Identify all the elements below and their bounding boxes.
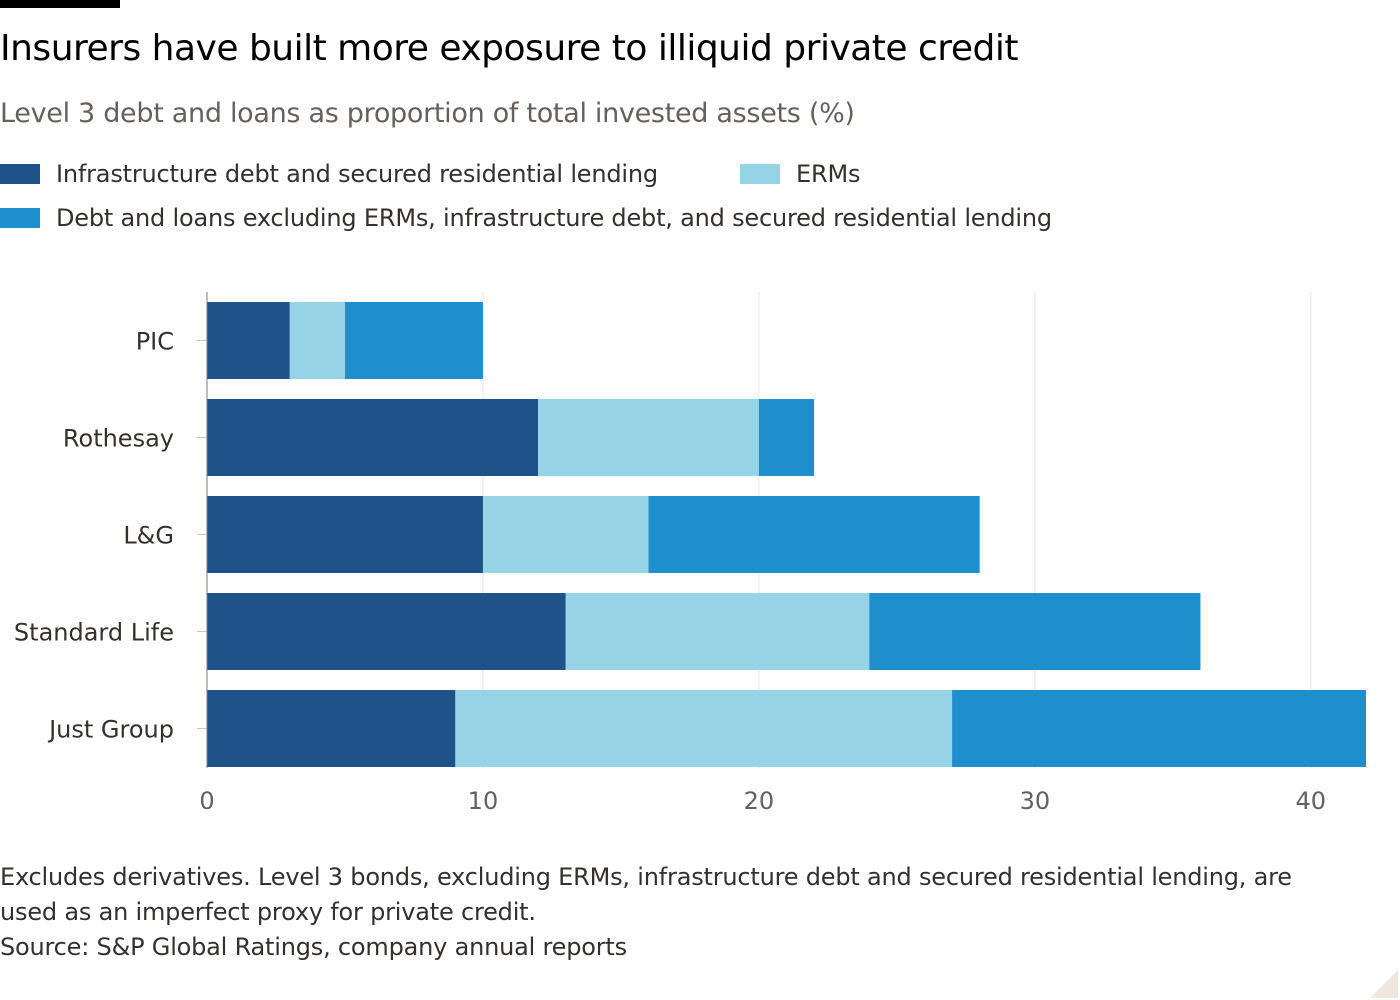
bar-segment <box>538 399 759 476</box>
bar-segment <box>952 690 1366 767</box>
legend-swatch-erms <box>740 164 780 184</box>
bar-segment <box>758 399 815 476</box>
legend-label-infrastructure: Infrastructure debt and secured resident… <box>56 160 658 188</box>
bar-segment <box>869 593 1201 670</box>
bar-segment <box>289 302 345 379</box>
bar-segment <box>648 496 980 573</box>
chart-subtitle: Level 3 debt and loans as proportion of … <box>0 98 855 129</box>
footnote: Excludes derivatives. Level 3 bonds, exc… <box>0 860 1380 965</box>
bar-segment <box>565 593 870 670</box>
legend-item-infrastructure: Infrastructure debt and secured resident… <box>0 154 658 194</box>
legend: Infrastructure debt and secured resident… <box>0 154 1390 244</box>
x-tick-label: 40 <box>1296 787 1327 815</box>
category-label: Rothesay <box>63 425 174 453</box>
corner-mark <box>1370 970 1398 998</box>
bar-segment <box>207 302 290 379</box>
category-label: Standard Life <box>14 619 174 647</box>
category-label: PIC <box>136 328 174 356</box>
bar-segment <box>207 593 566 670</box>
bar-segment <box>207 496 483 573</box>
legend-swatch-infrastructure <box>0 164 40 184</box>
bar-segment <box>455 690 953 767</box>
legend-swatch-other-debt <box>0 208 40 228</box>
x-tick-label: 30 <box>1020 787 1051 815</box>
legend-label-other-debt: Debt and loans excluding ERMs, infrastru… <box>56 204 1052 232</box>
chart-title: Insurers have built more exposure to ill… <box>0 28 1018 69</box>
x-tick-label: 20 <box>744 787 775 815</box>
legend-item-erms: ERMs <box>740 154 860 194</box>
footnote-line-1: Excludes derivatives. Level 3 bonds, exc… <box>0 863 1292 891</box>
source-line: Source: S&P Global Ratings, company annu… <box>0 933 627 961</box>
legend-label-erms: ERMs <box>796 160 861 188</box>
bar-segment <box>207 690 456 767</box>
top-accent-bar <box>0 0 120 8</box>
x-tick-label: 10 <box>468 787 499 815</box>
footnote-line-2: used as an imperfect proxy for private c… <box>0 898 536 926</box>
bar-segment <box>482 496 649 573</box>
category-label: L&G <box>123 522 174 550</box>
x-tick-label: 0 <box>199 787 214 815</box>
bar-segment <box>207 399 539 476</box>
category-label: Just Group <box>47 716 174 744</box>
stacked-bar-chart: PIC Rothesay L&G Standard Life Just Group 0 10… <box>14 292 1366 815</box>
bar-segment <box>344 302 483 379</box>
legend-item-other-debt: Debt and loans excluding ERMs, infrastru… <box>0 198 1052 238</box>
